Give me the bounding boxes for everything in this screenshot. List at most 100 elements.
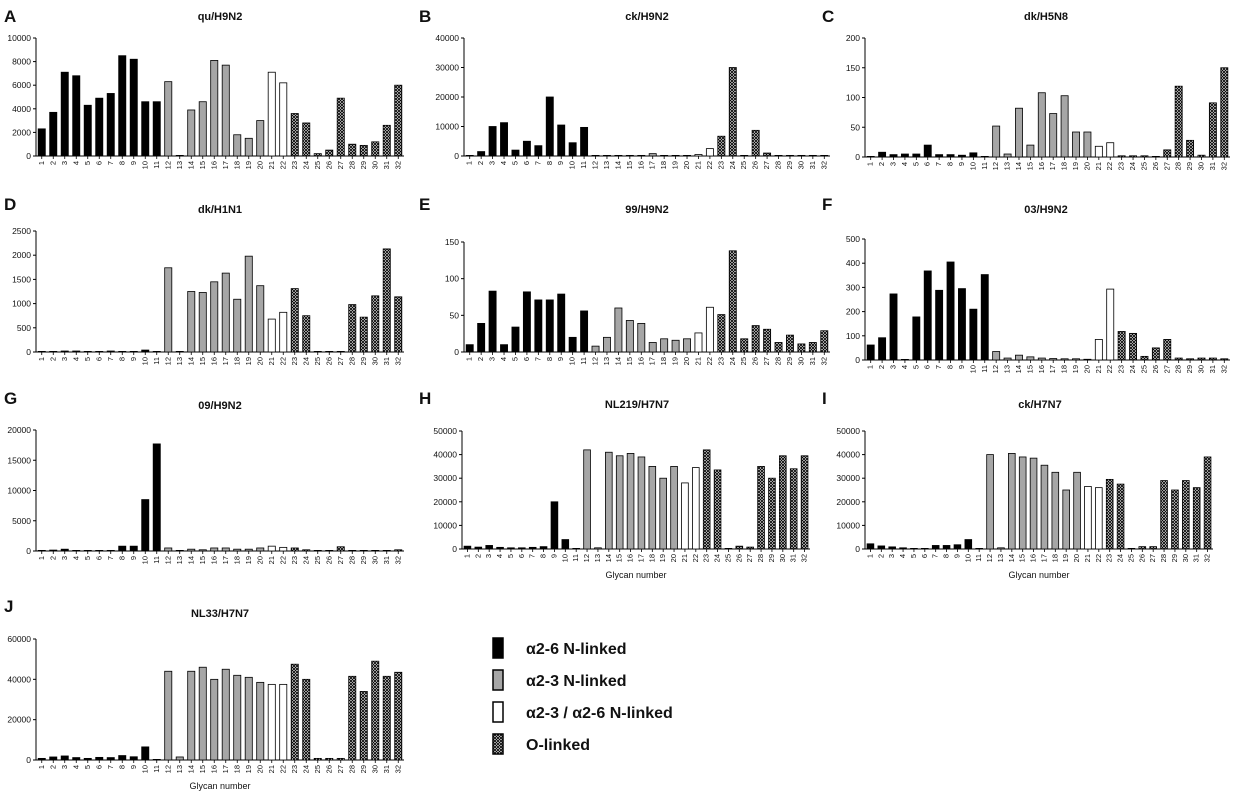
- x-tick-label: 7: [931, 554, 940, 558]
- x-tick-label: 18: [659, 161, 668, 169]
- x-tick-label: 32: [1219, 162, 1228, 170]
- bar: [888, 546, 896, 550]
- x-tick-label: 30: [1196, 162, 1205, 170]
- bar: [1060, 95, 1069, 158]
- x-tick-label: 6: [517, 554, 526, 558]
- x-tick-label: 27: [336, 357, 345, 365]
- bar: [60, 71, 69, 157]
- bar: [1163, 339, 1172, 361]
- bar: [660, 338, 669, 353]
- x-tick-label: 31: [382, 357, 391, 365]
- bar: [980, 155, 989, 158]
- panel-letter: E: [419, 195, 430, 214]
- x-tick-label: 17: [221, 161, 230, 169]
- x-tick-label: 22: [278, 357, 287, 365]
- x-tick-label: 4: [499, 357, 508, 361]
- x-tick-label: 15: [198, 765, 207, 773]
- bar: [1037, 357, 1046, 361]
- x-tick-label: 10: [968, 365, 977, 373]
- bar: [1094, 339, 1103, 361]
- chart-title: NL33/H7N7: [191, 608, 249, 620]
- y-tick-label: 10000: [7, 33, 31, 43]
- bar: [129, 58, 138, 157]
- bar: [83, 757, 92, 761]
- bar: [800, 455, 809, 550]
- bar: [371, 141, 380, 157]
- y-tick-label: 300: [846, 282, 860, 292]
- bar: [992, 125, 1001, 158]
- x-tick-label: 15: [1025, 162, 1034, 170]
- bar: [37, 757, 46, 761]
- bar: [1026, 356, 1035, 361]
- bar: [152, 350, 161, 353]
- bar: [244, 255, 253, 353]
- x-tick-label: 17: [1048, 365, 1057, 373]
- y-tick-label: 10000: [7, 486, 31, 496]
- x-tick-label: 5: [510, 357, 519, 361]
- bar: [1163, 149, 1172, 158]
- bar: [290, 113, 299, 157]
- x-tick-label: 6: [923, 365, 932, 369]
- bar: [751, 129, 760, 157]
- x-tick-label: 19: [658, 554, 667, 562]
- bar: [625, 154, 634, 157]
- x-tick-label: 16: [626, 554, 635, 562]
- x-tick-label: 2: [48, 357, 57, 361]
- bar: [1149, 546, 1157, 550]
- y-tick-label: 40000: [7, 674, 31, 684]
- y-tick-label: 40000: [435, 33, 459, 43]
- x-tick-label: 3: [60, 357, 69, 361]
- bar: [637, 456, 646, 550]
- x-tick-label: 25: [313, 161, 322, 169]
- bar: [465, 154, 474, 157]
- bar: [37, 350, 46, 353]
- bar: [221, 668, 230, 761]
- x-tick-label: 9: [952, 554, 961, 558]
- x-tick-label: 19: [1071, 162, 1080, 170]
- x-tick-label: 27: [336, 556, 345, 564]
- legend-swatch: [492, 669, 504, 691]
- bar: [866, 344, 875, 361]
- bar: [545, 299, 554, 353]
- x-tick-label: 14: [186, 161, 195, 169]
- x-tick-label: 31: [382, 765, 391, 773]
- bar: [244, 137, 253, 157]
- bar: [233, 134, 242, 157]
- x-tick-label: 30: [796, 357, 805, 365]
- bar: [313, 153, 322, 157]
- x-tick-label: 12: [163, 556, 172, 564]
- chart-title: 03/H9N2: [1024, 204, 1067, 216]
- bar: [591, 345, 600, 353]
- x-tick-label: 8: [117, 357, 126, 361]
- panel-letter: A: [4, 7, 16, 26]
- bar: [1072, 358, 1080, 361]
- x-tick-label: 13: [602, 357, 611, 365]
- x-tick-label: 7: [106, 556, 115, 560]
- bar: [568, 142, 577, 157]
- x-tick-label: 20: [1082, 365, 1091, 373]
- x-tick-label: 32: [1219, 365, 1228, 373]
- bar: [942, 545, 951, 550]
- x-tick-label: 18: [1050, 554, 1059, 562]
- y-tick-label: 40000: [836, 450, 860, 460]
- x-tick-label: 14: [1007, 554, 1016, 562]
- x-tick-label: 22: [691, 554, 700, 562]
- x-tick-label: 7: [533, 161, 542, 165]
- x-tick-label: 31: [1208, 162, 1217, 170]
- y-tick-label: 200: [846, 307, 860, 317]
- x-tick-label: 27: [745, 554, 754, 562]
- bar: [1220, 67, 1229, 158]
- x-tick-label: 13: [1003, 365, 1012, 373]
- x-tick-label: 24: [301, 161, 310, 169]
- x-tick-label: 18: [232, 161, 241, 169]
- bar: [670, 465, 678, 550]
- x-tick-label: 20: [255, 161, 264, 169]
- bar: [561, 539, 570, 550]
- x-tick-label: 3: [60, 765, 69, 769]
- x-tick-label: 20: [255, 765, 264, 773]
- x-tick-label: 10: [968, 162, 977, 170]
- bar: [152, 101, 161, 157]
- bar: [488, 126, 497, 157]
